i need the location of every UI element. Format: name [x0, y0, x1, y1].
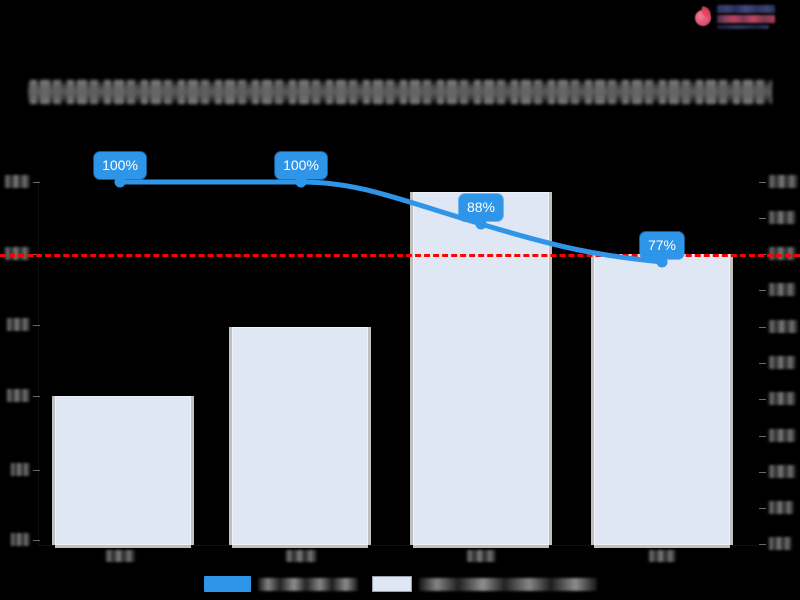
data-label-3: 88% — [458, 194, 504, 227]
x-axis-line — [38, 545, 758, 546]
chart-title — [0, 76, 800, 108]
data-label-4: 77% — [639, 232, 685, 265]
bar-1[interactable] — [55, 396, 191, 545]
chart-title-text — [28, 80, 772, 104]
logo-wordmark — [717, 5, 775, 29]
bar-3[interactable] — [413, 192, 549, 545]
logo-mark-icon — [692, 6, 714, 28]
data-label-2: 100% — [275, 152, 327, 185]
legend-swatch-line — [203, 576, 251, 592]
data-label-2-text: 100% — [283, 157, 319, 173]
bar-2[interactable] — [232, 327, 368, 545]
data-label-1: 100% — [94, 152, 146, 185]
legend-swatch-bar — [371, 576, 412, 592]
legend-label-bar — [418, 577, 597, 591]
data-label-3-text: 88% — [466, 199, 496, 215]
legend-label-line — [257, 577, 358, 591]
legend-item-line[interactable] — [203, 576, 358, 592]
brand-logo — [692, 2, 792, 32]
chart-legend — [0, 572, 800, 596]
bar-4[interactable] — [594, 254, 730, 545]
y-axis-left-line — [38, 180, 39, 546]
legend-item-bar[interactable] — [371, 576, 597, 592]
data-label-4-text: 77% — [647, 237, 677, 253]
data-label-1-text: 100% — [102, 157, 138, 173]
